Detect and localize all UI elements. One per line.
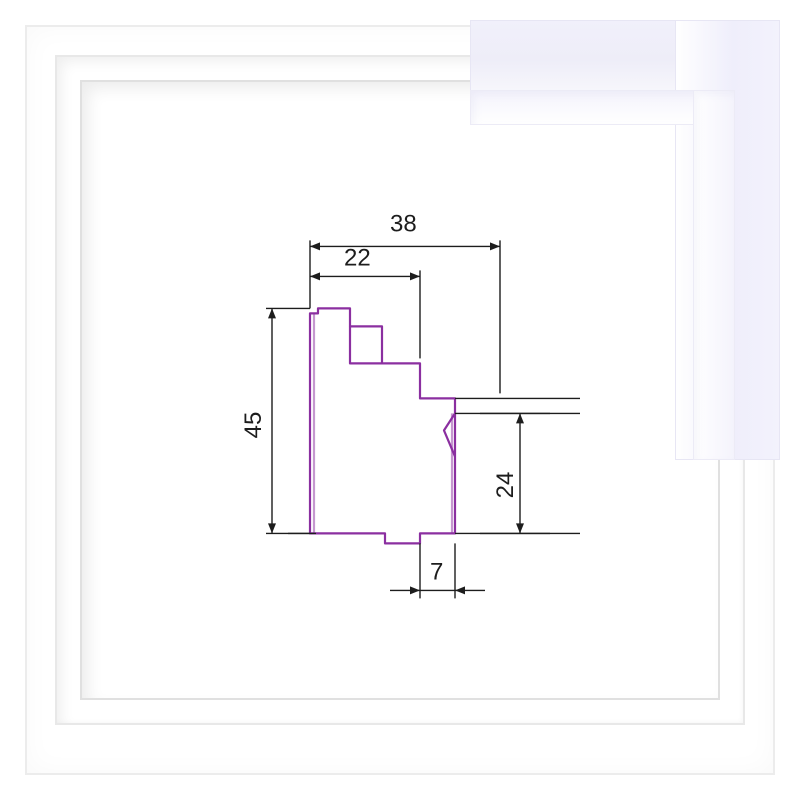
canvas: 38 22 45 24 7 [0,0,800,800]
dim-label-22: 22 [344,244,371,272]
dim-label-45: 45 [240,412,268,439]
dim-label-7: 7 [430,558,443,586]
cross-section-svg [220,198,580,618]
corner-right-step [693,90,735,460]
dim-label-38: 38 [390,210,417,238]
cross-section-diagram: 38 22 45 24 7 [220,198,580,618]
dim-label-24: 24 [492,472,520,499]
